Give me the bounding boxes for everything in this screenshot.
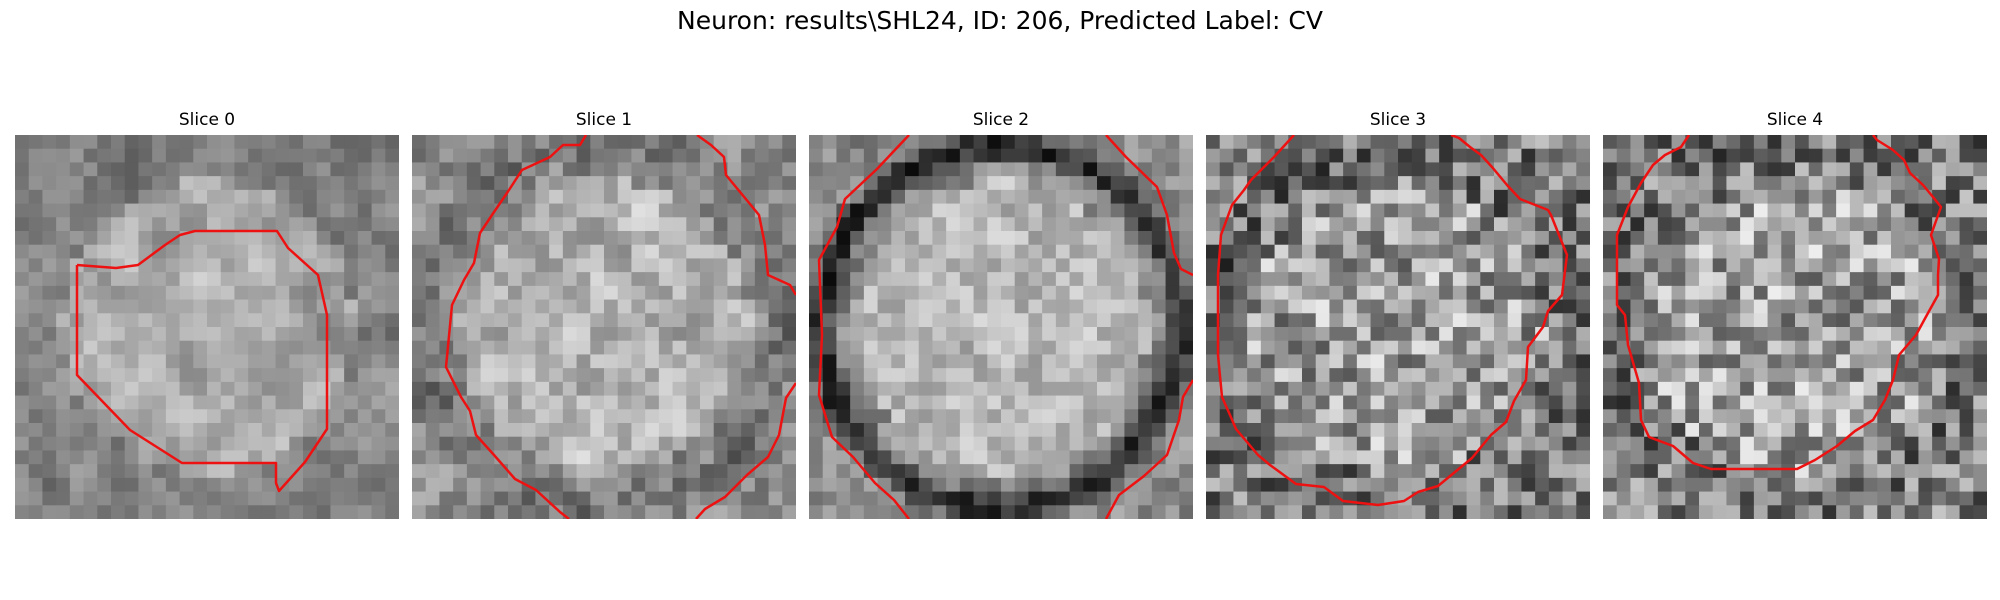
slice-panel-4: Slice 4 [1603, 108, 1987, 519]
slice-panel-0: Slice 0 [15, 108, 399, 519]
slice-panel-2: Slice 2 [809, 108, 1193, 519]
segmentation-contour [75, 229, 329, 493]
slice-title: Slice 4 [1766, 110, 1824, 130]
slice-title: Slice 2 [972, 110, 1030, 130]
slice-title: Slice 1 [575, 110, 633, 130]
segmentation-contour [444, 135, 588, 519]
segmentation-contour [1104, 379, 1193, 519]
slice-image [15, 135, 399, 519]
segmentation-contour [696, 135, 796, 296]
slice-image [412, 135, 796, 519]
segmentation-contour [1615, 135, 1943, 471]
figure-title: Neuron: results\SHL24, ID: 206, Predicte… [677, 6, 1323, 35]
slice-panel-1: Slice 1 [412, 108, 796, 519]
segmentation-contour [817, 135, 910, 519]
slice-title: Slice 0 [178, 110, 236, 130]
slice-image [1603, 135, 1987, 519]
segmentation-contour [1216, 135, 1569, 507]
slice-image [809, 135, 1193, 519]
segmentation-contour [1105, 135, 1193, 277]
slice-image [1206, 135, 1590, 519]
slice-title: Slice 3 [1369, 110, 1427, 130]
slice-panel-3: Slice 3 [1206, 108, 1590, 519]
segmentation-contour [695, 382, 796, 519]
